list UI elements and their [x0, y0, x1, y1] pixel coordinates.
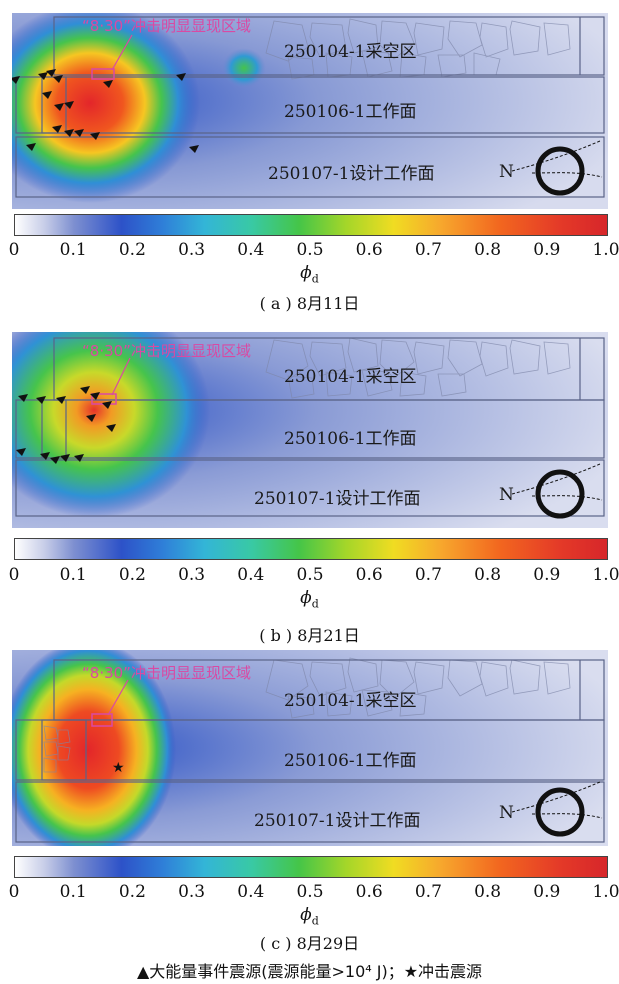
colorbar-tick: 0.7: [414, 882, 442, 902]
colorbar-tick: 0: [8, 565, 20, 585]
phi-sub-b: d: [311, 597, 319, 611]
phi-symbol-c: ϕ: [300, 905, 312, 925]
compass-c: [511, 781, 603, 837]
colorbar-ticks-b: 0 0.1 0.2 0.3 0.4 0.5 0.6 0.7 0.8 0.9 1.0: [9, 565, 619, 585]
region-label-face-b: 250106-1工作面: [284, 429, 416, 449]
phi-sub-c: d: [311, 914, 319, 928]
colorbar-tick: 0.9: [533, 240, 561, 260]
heatmap-map-b: [12, 332, 608, 528]
north-label-c: N: [499, 803, 514, 823]
phi-symbol-b: ϕ: [300, 588, 312, 608]
colorbar-tick: 0.6: [355, 882, 383, 902]
compass-b: [511, 463, 603, 519]
colorbar-tick: 0.2: [118, 565, 146, 585]
phi-symbol-a: ϕ: [300, 263, 312, 283]
map-labels-c: “8·30”冲击明显显现区域 250104-1采空区 250106-1工作面 2…: [82, 664, 514, 831]
colorbar-tick: 0.9: [533, 882, 561, 902]
region-label-gob-a: 250104-1采空区: [284, 42, 416, 62]
colorbar-tick: 0.3: [178, 565, 206, 585]
annotation-label-c: “8·30”冲击明显显现区域: [82, 664, 251, 682]
colorbar-tick: 1.0: [592, 240, 619, 260]
colorbar-label-b: ϕd: [0, 588, 619, 610]
colorbar-tick: 0.5: [296, 240, 324, 260]
colorbar-tick: 0.8: [474, 240, 502, 260]
colorbar-label-a: ϕd: [0, 263, 619, 285]
colorbar-tick: 0.9: [533, 565, 561, 585]
colorbar-tick: 0.5: [296, 565, 324, 585]
colorbar-tick: 0.2: [118, 882, 146, 902]
colorbar-ticks-a: 0 0.1 0.2 0.3 0.4 0.5 0.6 0.7 0.8 0.9 1.0: [9, 240, 619, 260]
colorbar-tick: 0.5: [296, 882, 324, 902]
colorbar-tick: 0.7: [414, 240, 442, 260]
panel-c: ★ “8·30”冲击明显显现区域 250104-1采空区 250106-1工作面…: [0, 650, 619, 955]
region-label-design-b: 250107-1设计工作面: [254, 489, 420, 509]
heatmap-map-c: ★: [12, 650, 608, 846]
colorbar-tick: 0.2: [118, 240, 146, 260]
colorbar-tick: 0: [8, 882, 20, 902]
region-label-face-a: 250106-1工作面: [284, 102, 416, 122]
colorbar-c: [14, 856, 608, 878]
legend: ▲大能量事件震源(震源能量>10⁴ J)；★冲击震源: [136, 962, 483, 981]
colorbar-tick: 0.8: [474, 882, 502, 902]
region-label-design-a: 250107-1设计工作面: [268, 164, 434, 184]
map-labels-a: “8·30”冲击明显显现区域 250104-1采空区 250106-1工作面 2…: [82, 17, 514, 184]
colorbar-tick: 0.3: [178, 882, 206, 902]
panel-b: “8·30”冲击明显显现区域 250104-1采空区 250106-1工作面 2…: [0, 320, 619, 650]
colorbar-tick: 0: [8, 240, 20, 260]
colorbar-tick: 0.8: [474, 565, 502, 585]
caption-c: ( c ) 8月29日: [259, 934, 360, 953]
colorbar-tick: 0.7: [414, 565, 442, 585]
north-label-b: N: [499, 485, 514, 505]
colorbar-tick: 0.1: [59, 882, 87, 902]
colorbar-label-c: ϕd: [0, 905, 619, 927]
colorbar-tick: 0.1: [59, 565, 87, 585]
colorbar-tick: 0.6: [355, 240, 383, 260]
colorbar-a: [14, 214, 608, 236]
region-label-gob-b: 250104-1采空区: [284, 367, 416, 387]
phi-sub-a: d: [311, 272, 319, 286]
annotation-label-a: “8·30”冲击明显显现区域: [82, 17, 251, 35]
map-labels-b: “8·30”冲击明显显现区域 250104-1采空区 250106-1工作面 2…: [82, 342, 514, 509]
region-label-face-c: 250106-1工作面: [284, 751, 416, 771]
caption-a: ( a ) 8月11日: [259, 294, 360, 313]
colorbar-ticks-c: 0 0.1 0.2 0.3 0.4 0.5 0.6 0.7 0.8 0.9 1.0: [9, 882, 619, 902]
colorbar-tick: 0.4: [237, 882, 265, 902]
colorbar-b: [14, 538, 608, 560]
colorbar-tick: 0.4: [237, 565, 265, 585]
north-label-a: N: [499, 162, 514, 182]
annotation-label-b: “8·30”冲击明显显现区域: [82, 342, 251, 360]
colorbar-tick: 1.0: [592, 565, 619, 585]
colorbar-tick: 0.4: [237, 240, 265, 260]
compass-a: [511, 140, 603, 196]
colorbar-tick: 0.6: [355, 565, 383, 585]
heatmap-map-a: [12, 13, 608, 209]
region-label-design-c: 250107-1设计工作面: [254, 811, 420, 831]
region-label-gob-c: 250104-1采空区: [284, 691, 416, 711]
impact-star-icon: ★: [112, 760, 125, 776]
colorbar-tick: 1.0: [592, 882, 619, 902]
colorbar-tick: 0.1: [59, 240, 87, 260]
colorbar-tick: 0.3: [178, 240, 206, 260]
panel-a: “8·30”冲击明显显现区域 250104-1采空区 250106-1工作面 2…: [0, 0, 619, 320]
caption-b: ( b ) 8月21日: [259, 626, 360, 645]
